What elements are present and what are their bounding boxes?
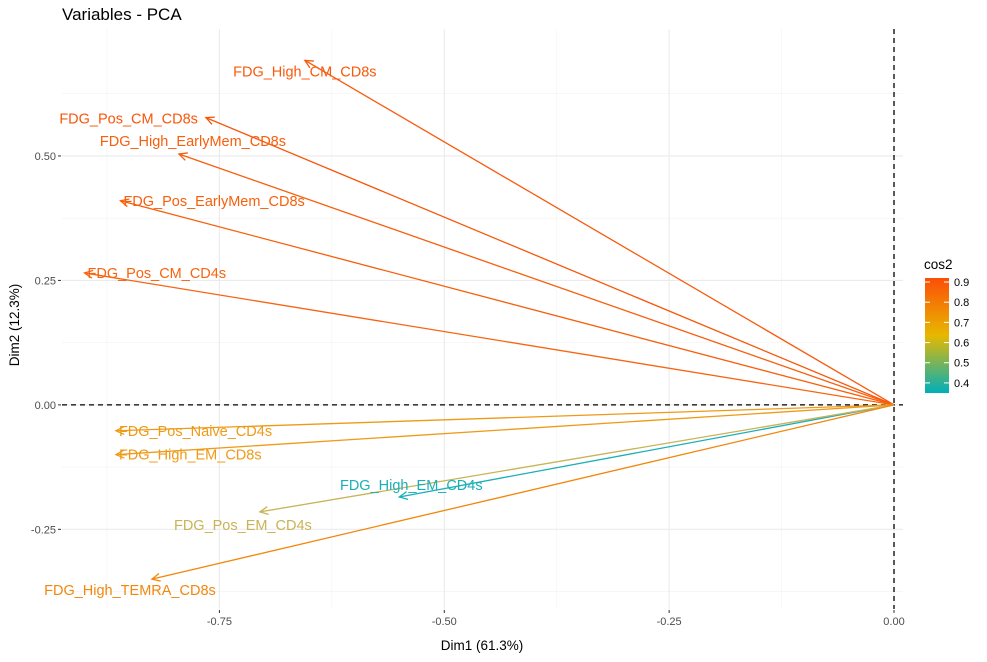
y-tick-label: 0.00 xyxy=(35,400,56,412)
arrow-FDG_Pos_CM_CD4s xyxy=(84,272,895,406)
cos2-legend: cos2 0.9 0.8 0.7 0.6 0.5 0.4 xyxy=(924,257,969,393)
arrowhead-FDG_High_CM_CD8s xyxy=(303,59,314,69)
y-tick-label: -0.25 xyxy=(31,524,56,536)
arrowhead-FDG_High_EM_CD8s xyxy=(114,449,125,459)
legend-label: 0.4 xyxy=(954,378,969,390)
label-FDG_High_TEMRA_CD8s: FDG_High_TEMRA_CD8s xyxy=(44,583,216,599)
arrowhead-FDG_Pos_CM_CD8s xyxy=(204,116,215,125)
x-tick-label: 0.00 xyxy=(883,616,904,628)
arrow-FDG_Pos_Naive_CD4s xyxy=(115,404,895,432)
label-FDG_Pos_EM_CD4s: FDG_Pos_EM_CD4s xyxy=(174,518,312,534)
legend-colorbar xyxy=(925,278,949,393)
label-FDG_High_EM_CD4s: FDG_High_EM_CD4s xyxy=(340,478,483,494)
legend-label: 0.7 xyxy=(954,317,969,329)
arrowhead-FDG_Pos_Naive_CD4s xyxy=(114,426,125,436)
legend-label: 0.9 xyxy=(954,277,969,289)
x-tick-label: -0.50 xyxy=(432,616,457,628)
y-tick-label: 0.25 xyxy=(35,275,56,287)
legend-ticks: 0.9 0.8 0.7 0.6 0.5 0.4 xyxy=(925,277,969,390)
arrowhead-FDG_Pos_EM_CD4s xyxy=(258,506,269,516)
label-FDG_Pos_CM_CD4s: FDG_Pos_CM_CD4s xyxy=(87,266,226,282)
label-FDG_High_EM_CD8s: FDG_High_EM_CD8s xyxy=(119,448,262,464)
arrowhead-FDG_High_TEMRA_CD8s xyxy=(150,572,161,582)
x-tick-label: -0.75 xyxy=(207,616,232,628)
axis-ticks: -0.75 -0.50 -0.25 0.00 -0.25 0.00 0.25 0.50 xyxy=(31,151,905,628)
legend-label: 0.8 xyxy=(954,297,969,309)
legend-label: 0.6 xyxy=(954,338,969,350)
arrow-FDG_High_TEMRA_CD8s xyxy=(151,404,895,580)
arrow-FDG_High_EM_CD8s xyxy=(115,404,895,456)
arrowhead-FDG_High_EM_CD4s xyxy=(397,491,409,500)
arrow-FDG_Pos_EM_CD4s xyxy=(259,404,895,513)
y-tick-label: 0.50 xyxy=(35,151,56,163)
variable-arrows xyxy=(83,59,895,582)
label-FDG_Pos_EarlyMem_CD8s: FDG_Pos_EarlyMem_CD8s xyxy=(123,194,304,210)
legend-title: cos2 xyxy=(924,257,953,272)
variable-labels: FDG_High_CM_CD8s FDG_Pos_CM_CD8s FDG_High_… xyxy=(44,64,482,599)
y-axis-title: Dim2 (12.3%) xyxy=(7,284,22,367)
reference-lines xyxy=(62,29,903,609)
arrowhead-FDG_Pos_CM_CD4s xyxy=(83,269,94,279)
arrow-FDG_High_CM_CD8s xyxy=(304,59,895,406)
arrow-FDG_Pos_CM_CD8s xyxy=(205,117,895,406)
arrow-FDG_High_EarlyMem_CD8s xyxy=(178,153,895,406)
arrowhead-FDG_High_EarlyMem_CD8s xyxy=(177,152,188,161)
label-FDG_Pos_Naive_CD4s: FDG_Pos_Naive_CD4s xyxy=(119,424,272,440)
x-tick-label: -0.25 xyxy=(657,616,682,628)
arrowhead-FDG_Pos_EarlyMem_CD8s xyxy=(119,198,130,208)
chart-title: Variables - PCA xyxy=(62,5,182,24)
label-FDG_Pos_CM_CD8s: FDG_Pos_CM_CD8s xyxy=(59,112,198,128)
x-axis-title: Dim1 (61.3%) xyxy=(441,638,524,653)
arrow-FDG_High_EM_CD4s xyxy=(399,404,895,498)
arrow-FDG_Pos_EarlyMem_CD8s xyxy=(120,200,895,406)
label-FDG_High_EarlyMem_CD8s: FDG_High_EarlyMem_CD8s xyxy=(100,134,286,150)
legend-label: 0.5 xyxy=(954,358,969,370)
label-FDG_High_CM_CD8s: FDG_High_CM_CD8s xyxy=(233,64,376,80)
